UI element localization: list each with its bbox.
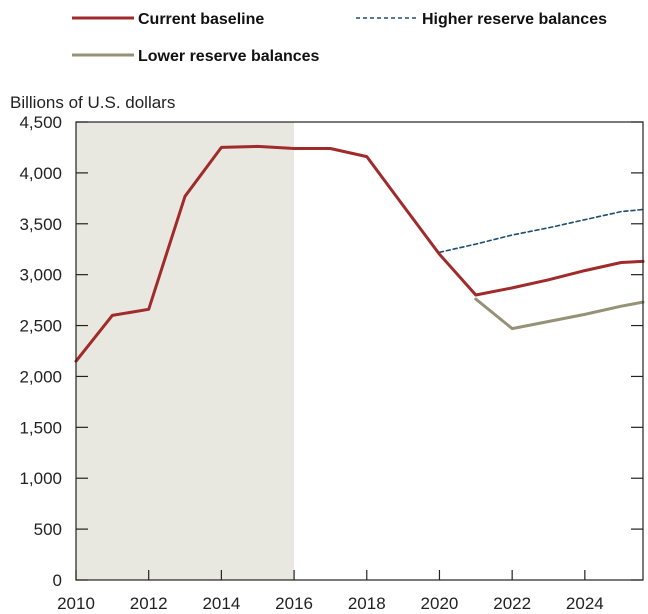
y-tick-label: 2,000	[19, 367, 62, 386]
y-tick-label: 3,000	[19, 266, 62, 285]
shaded-region	[76, 122, 295, 580]
legend-label: Current baseline	[138, 11, 264, 28]
y-tick-label: 1,000	[19, 469, 62, 488]
y-tick-label: 4,000	[19, 164, 62, 183]
y-tick-label: 4,500	[19, 113, 62, 132]
x-tick-label: 2016	[275, 594, 313, 613]
x-tick-label: 2010	[57, 594, 95, 613]
y-tick-label: 1,500	[19, 418, 62, 437]
x-tick-label: 2022	[493, 594, 531, 613]
y-tick-label: 2,500	[19, 317, 62, 336]
x-tick-label: 2012	[130, 594, 168, 613]
x-tick-label: 2020	[421, 594, 459, 613]
y-axis-label: Billions of U.S. dollars	[10, 93, 175, 112]
x-tick-label: 2014	[202, 594, 240, 613]
y-tick-label: 500	[34, 520, 62, 539]
legend-label: Lower reserve balances	[138, 48, 320, 65]
series-line-current-baseline	[74, 144, 645, 363]
series-line-higher-reserve-balances	[438, 208, 644, 254]
y-tick-label: 3,500	[19, 215, 62, 234]
y-tick-label: 0	[53, 571, 62, 590]
plot-frame	[75, 121, 644, 581]
x-tick-label: 2018	[348, 594, 386, 613]
legend-label: Higher reserve balances	[422, 11, 607, 28]
x-axis: 2010 2012 2014 2016 2018 2020 2022 2024	[57, 570, 604, 613]
y-axis: 0 500 1,000 1,500 2,000 2,500 3,000 3,500 4,000 4…	[19, 113, 643, 590]
series-layer	[74, 144, 645, 363]
series-line-lower-reserve-balances	[474, 297, 645, 331]
x-tick-label: 2024	[566, 594, 604, 613]
legend: Current baseline Higher reserve balances L…	[72, 11, 607, 65]
